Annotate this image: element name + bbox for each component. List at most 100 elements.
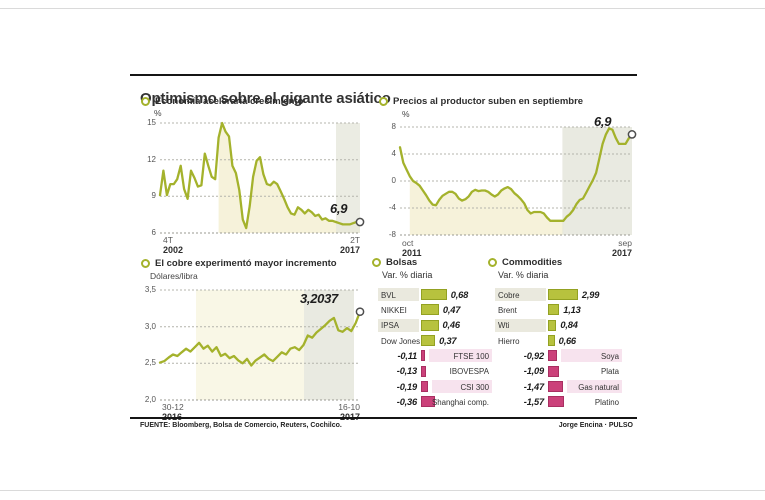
row-band — [429, 349, 492, 363]
y-tick-label: 2,0 — [144, 395, 156, 404]
y-tick-label: 4 — [391, 149, 396, 158]
highlight-band — [336, 123, 360, 233]
bar-row-shanghai-comp-: Shanghai comp. -0,36 — [378, 395, 492, 408]
bar-label: Cobre — [498, 290, 520, 300]
x-axis-start-ppi: oct 2011 — [402, 238, 422, 258]
bar-row-wti: Wti 0,84 — [495, 318, 622, 332]
value-bar — [548, 380, 563, 392]
bar-label: Gas natural — [578, 382, 619, 392]
line-series — [158, 121, 362, 230]
row-band — [378, 288, 419, 301]
y-tick-label: 8 — [391, 122, 396, 131]
bar-label: FTSE 100 — [453, 351, 489, 361]
bar-row-hierro: Hierro 0,66 — [495, 334, 622, 347]
row-band — [378, 318, 419, 332]
line-chart-gdp — [158, 121, 365, 234]
x-tick-period: 4T — [163, 235, 173, 245]
row-band — [495, 288, 546, 301]
x-tick-year: 2017 — [339, 244, 360, 255]
bullet-icon — [372, 258, 381, 267]
bar-value: 0,84 — [560, 320, 578, 331]
panel-title-copper: El cobre experimentó mayor incremento — [155, 258, 337, 269]
bar-value: 0,47 — [442, 305, 461, 316]
page-bottom-edge — [0, 490, 765, 491]
bullet-icon — [141, 259, 150, 268]
y-tick-label: 9 — [151, 191, 156, 201]
y-tick-label: 12 — [147, 154, 156, 164]
end-marker — [355, 307, 365, 317]
x-tick-period: 2T — [350, 235, 360, 245]
bar-row-ipsa: IPSA 0,46 — [378, 318, 492, 332]
panel-header-ppi: Precios al productor suben en septiembre — [379, 96, 583, 107]
axis-unit-gdp: % — [154, 108, 162, 118]
highlight-area — [409, 176, 564, 235]
value-bar — [548, 334, 555, 346]
bar-value: -0,36 — [396, 396, 417, 407]
x-tick-year: 2017 — [611, 247, 632, 258]
bar-row-ftse-100: FTSE 100 -0,11 — [378, 349, 492, 363]
bar-label: NIKKEI — [381, 306, 407, 316]
bar-label: Plata — [601, 367, 619, 377]
x-axis-end-gdp: 2T 2017 — [326, 235, 360, 255]
panel-header-copper: El cobre experimentó mayor incremento — [141, 258, 337, 269]
value-bar — [548, 350, 558, 362]
y-tick-label: 3,0 — [144, 321, 156, 331]
bar-label: IBOVESPA — [449, 367, 489, 377]
line-series — [158, 310, 362, 367]
panel-title-commodities: Commodities — [502, 257, 563, 268]
bar-label: Wti — [498, 321, 510, 331]
value-bar — [421, 396, 435, 408]
row-band — [432, 379, 492, 393]
bar-row-brent: Brent 1,13 — [495, 303, 622, 316]
y-tick-label: -4 — [388, 203, 396, 212]
panel-subtitle-bolsas: Var. % diaria — [382, 270, 433, 280]
page-title: Optimismo sobre el gigante asiático — [140, 90, 391, 108]
value-bar — [548, 319, 557, 331]
panel-title-ppi: Precios al productor suben en septiembre — [393, 96, 584, 107]
line-chart-copper — [158, 289, 365, 401]
footer-rule — [130, 417, 637, 419]
row-band — [561, 349, 622, 363]
value-bar — [421, 350, 426, 362]
line-chart-ppi — [398, 126, 637, 236]
value-bar — [421, 334, 436, 346]
axis-unit-copper: Dólares/libra — [150, 271, 198, 281]
end-value-ppi: 6,9 — [594, 114, 612, 129]
bar-value: -0,92 — [523, 350, 544, 361]
bar-row-soya: Soya -0,92 — [495, 349, 622, 363]
x-axis-end-ppi: sep 2017 — [598, 238, 632, 258]
bar-list-bolsas: BVL 0,68 NIKKEI 0,47 IPSA 0,46 Dow Jones 0,37 FT… — [378, 288, 492, 411]
author-credit: Jorge Encina · PULSO — [558, 422, 633, 429]
bar-value: -1,47 — [523, 381, 544, 392]
bullet-icon — [488, 258, 497, 267]
bar-list-commodities: Cobre 2,99 Brent 1,13 Wti 0,84 Hierro 0,66 Soya -… — [495, 288, 622, 411]
x-tick-period: sep — [618, 238, 632, 248]
bullet-icon — [379, 97, 388, 106]
bar-row-platino: Platino -1,57 — [495, 395, 622, 408]
value-bar — [548, 396, 564, 408]
x-axis-start-gdp: 4T 2002 — [163, 235, 183, 255]
bar-label: CSI 300 — [460, 382, 489, 392]
bar-label: Brent — [498, 306, 517, 316]
x-tick-period: 16-10 — [338, 402, 360, 412]
bar-value: 0,66 — [558, 335, 577, 346]
value-bar — [421, 319, 439, 331]
x-axis-start-copper: 30-12 2016 — [162, 402, 184, 422]
value-bar — [548, 365, 559, 377]
bullet-icon — [141, 97, 150, 106]
value-bar — [421, 365, 426, 377]
panel-header-gdp: Economía aceleraría crecimiento — [141, 96, 303, 107]
bar-value: -0,11 — [397, 350, 417, 361]
bar-value: -1,09 — [523, 366, 544, 377]
row-band — [495, 318, 546, 332]
end-value-gdp: 6,9 — [330, 201, 348, 216]
y-tick-label: 15 — [147, 118, 156, 127]
row-band — [566, 379, 622, 393]
bar-label: Hierro — [498, 336, 520, 346]
bar-label: Shanghai comp. — [431, 397, 489, 407]
x-tick-year: 2017 — [340, 412, 360, 422]
x-tick-year: 2016 — [162, 412, 182, 422]
end-value-copper: 3,2037 — [300, 291, 338, 306]
page-top-edge — [0, 8, 765, 9]
